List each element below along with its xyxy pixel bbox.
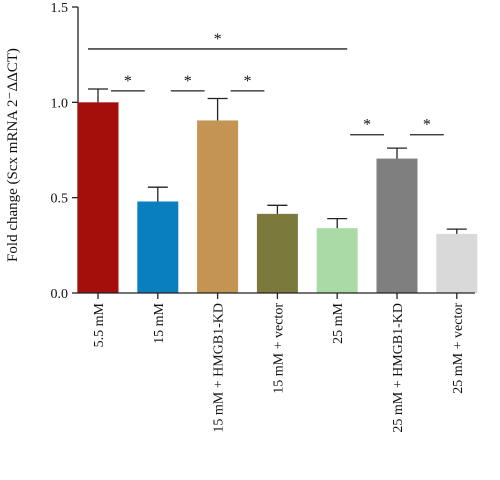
y-tick-label: 0.5	[51, 192, 69, 207]
y-tick-label: 1.5	[51, 1, 69, 16]
bar	[316, 228, 358, 293]
bar	[436, 233, 478, 293]
x-category-label: 25 mM + vector	[451, 303, 466, 394]
significance-label: *	[423, 117, 431, 134]
y-axis-title: Fold change (Scx mRNA 2⁻ΔΔCT)	[5, 48, 21, 262]
y-tick-label: 0.0	[51, 287, 69, 302]
significance-label: *	[244, 73, 252, 90]
x-category-label: 25 mM + HMGB1-KD	[391, 303, 406, 433]
x-category-label: 15 mM + HMGB1-KD	[212, 303, 227, 433]
x-category-label: 15 mM	[152, 302, 167, 343]
x-axis: 5.5 mM 15 mM 15 mM + HMGB1-KD 15 mM + vecto…	[78, 292, 475, 433]
bar	[197, 120, 239, 294]
significance-label: *	[124, 73, 132, 90]
bars-group	[77, 102, 478, 294]
bar	[137, 201, 179, 293]
x-category-label: 15 mM + vector	[271, 303, 286, 394]
bar	[376, 158, 418, 293]
significance-label: *	[214, 31, 222, 48]
bar	[256, 213, 298, 293]
x-category-label: 5.5 mM	[92, 302, 107, 347]
significance-label: *	[363, 117, 371, 134]
y-tick-label: 1.0	[51, 96, 69, 111]
error-bars-group	[88, 88, 467, 234]
y-axis: 0.0 0.5 1.0 1.5	[51, 1, 79, 302]
x-category-label: 25 mM	[331, 302, 346, 343]
bar	[77, 102, 119, 293]
significance-label: *	[184, 73, 192, 90]
significance-group: * * * * * *	[88, 31, 444, 136]
